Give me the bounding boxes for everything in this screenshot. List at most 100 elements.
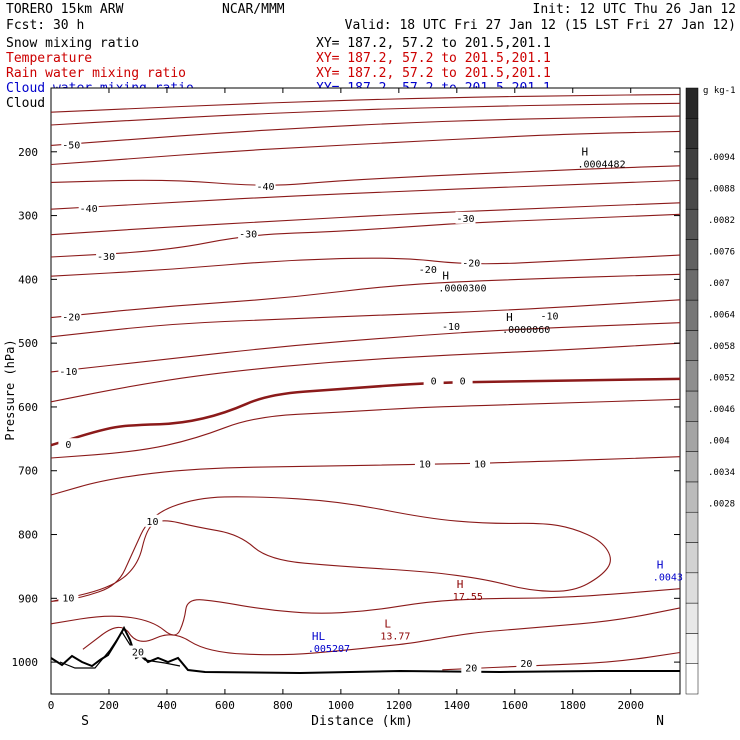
contour-label: 10 bbox=[62, 593, 74, 604]
extremum-value: 17.55 bbox=[453, 592, 483, 603]
legend-field-xy: XY= 187.2, 57.2 to 201.5,201.1 bbox=[316, 51, 551, 66]
colorbar-tick-label: .0058 bbox=[708, 342, 735, 352]
colorbar-tick-label: .0052 bbox=[708, 374, 735, 384]
contour-label: -10 bbox=[541, 311, 559, 322]
model-title: TORERO 15km ARW bbox=[6, 2, 124, 17]
legend-field-xy: XY= 187.2, 57.2 to 201.5,201.1 bbox=[316, 36, 551, 51]
colorbar-tick-label: .0034 bbox=[708, 468, 735, 478]
contour-label-bg bbox=[452, 374, 473, 387]
extremum-value: .0000300 bbox=[438, 284, 486, 295]
contour-label-bg bbox=[255, 179, 276, 192]
colorbar-unit: g kg-1 bbox=[703, 86, 736, 96]
colorbar-tick-label: .0028 bbox=[708, 500, 735, 510]
extremum-mark: L bbox=[384, 617, 391, 630]
contour-label-bg bbox=[461, 256, 482, 269]
contour-label-bg bbox=[61, 310, 82, 323]
y-tick-label: 1000 bbox=[12, 656, 39, 669]
x-tick-label: 1800 bbox=[560, 699, 587, 712]
colorbar-swatch bbox=[685, 87, 699, 119]
colorbar-swatch bbox=[685, 148, 699, 180]
colorbar-swatch bbox=[685, 118, 699, 149]
colorbar-tick-label: .007 bbox=[708, 279, 730, 289]
colorbar-swatch bbox=[685, 511, 699, 543]
x-tick-label: 800 bbox=[273, 699, 293, 712]
isotherm--10 bbox=[50, 299, 681, 338]
legend-field-xy: XY= 187.2, 57.2 to 201.5,201.1 bbox=[316, 66, 551, 81]
isotherm--60 bbox=[50, 93, 681, 113]
contour-label-bg bbox=[127, 645, 148, 658]
legend-field-label: Snow mixing ratio bbox=[6, 36, 139, 51]
extremum-mark: HL bbox=[312, 630, 326, 643]
colorbar-swatch bbox=[685, 239, 699, 271]
extremum-mark: H bbox=[506, 311, 513, 324]
isotherm--20 bbox=[50, 273, 681, 319]
x-end-label-north: N bbox=[656, 714, 664, 729]
x-tick-label: 400 bbox=[157, 699, 177, 712]
colorbar-swatch bbox=[685, 299, 699, 331]
legend-field-label: Rain water mixing ratio bbox=[6, 66, 186, 81]
contour-label-bg bbox=[461, 661, 482, 674]
contour-label-bg bbox=[96, 250, 117, 263]
extremum-value: .0043 bbox=[653, 573, 683, 584]
forecast-hour: Fcst: 30 h bbox=[6, 18, 84, 33]
colorbar-swatch bbox=[685, 360, 699, 392]
isotherm-10 bbox=[50, 398, 681, 459]
isotherm--30 bbox=[50, 213, 681, 258]
x-tick-label: 1000 bbox=[328, 699, 355, 712]
y-tick-label: 600 bbox=[18, 401, 38, 414]
contour-label-bg bbox=[417, 262, 438, 275]
y-tick-label: 800 bbox=[18, 529, 38, 542]
isotherm-20 bbox=[82, 607, 681, 656]
isotherm--20 bbox=[50, 254, 681, 277]
y-tick-label: 700 bbox=[18, 465, 38, 478]
isotherm--40 bbox=[50, 165, 681, 186]
contour-label-bg bbox=[58, 364, 79, 377]
isotherm--60 bbox=[50, 102, 681, 126]
isotherm--40 bbox=[50, 179, 681, 210]
isotherm-lines bbox=[50, 93, 681, 671]
x-tick-label: 2000 bbox=[617, 699, 644, 712]
plot-frame bbox=[50, 87, 681, 695]
x-tick-label: 600 bbox=[215, 699, 235, 712]
extremum-value: .005207 bbox=[308, 644, 350, 655]
contour-label: 20 bbox=[132, 648, 144, 659]
contour-label: -40 bbox=[80, 204, 98, 215]
x-tick-label: 1200 bbox=[386, 699, 413, 712]
contour-label-bg bbox=[423, 374, 444, 387]
contour-labels: -50 -40 -40 -30 -30 -30 -20 -20 -20 -10 -10 -10 0 0 0 1… bbox=[58, 138, 560, 674]
extremum-mark: H bbox=[657, 559, 664, 572]
y-tick-label: 200 bbox=[18, 146, 38, 159]
x-axis: 0 200 400 600 800 1000 1200 1400 1600 1800 2000 bbox=[48, 88, 644, 712]
contour-label: 0 bbox=[65, 440, 71, 451]
y-tick-label: 300 bbox=[18, 210, 38, 223]
contour-label: -20 bbox=[419, 265, 437, 276]
x-axis-label: Distance (km) bbox=[311, 714, 413, 729]
isotherm--50 bbox=[50, 130, 681, 166]
contour-label-bg bbox=[58, 591, 79, 604]
isotherm-20 bbox=[442, 651, 681, 671]
x-tick-label: 1600 bbox=[502, 699, 529, 712]
colorbar-swatch bbox=[685, 602, 699, 634]
extrema-markers: H.0004482H.0000300H.0000060H17.55L13.77H… bbox=[308, 145, 683, 655]
colorbar-swatch bbox=[685, 481, 699, 513]
contour-label: 10 bbox=[419, 459, 431, 470]
contour-label: 0 bbox=[431, 376, 437, 387]
colorbar-swatch bbox=[685, 421, 699, 452]
init-time: Init: 12 UTC Thu 26 Jan 12 bbox=[533, 2, 737, 17]
contour-label-bg bbox=[61, 138, 82, 151]
y-tick-label: 900 bbox=[18, 592, 38, 605]
colorbar-swatch bbox=[685, 572, 699, 604]
colorbar-tick-label: .004 bbox=[708, 437, 730, 447]
terrain-outline-2 bbox=[59, 630, 181, 669]
colorbar: .0094 .0088 .0082 .0076 .007 .0064 .0058 .0052.… bbox=[685, 87, 735, 695]
colorbar-tick-label: .0094 bbox=[708, 153, 735, 163]
colorbar-tick-label: .0082 bbox=[708, 216, 735, 226]
isotherm--50 bbox=[50, 115, 681, 146]
legend-field-label: Temperature bbox=[6, 51, 92, 66]
isotherm-10 bbox=[50, 588, 681, 636]
center-title: NCAR/MMM bbox=[222, 2, 285, 17]
y-axis-label: Pressure (hPa) bbox=[3, 339, 17, 440]
contour-label-bg bbox=[516, 657, 537, 670]
colorbar-swatch bbox=[685, 542, 699, 574]
